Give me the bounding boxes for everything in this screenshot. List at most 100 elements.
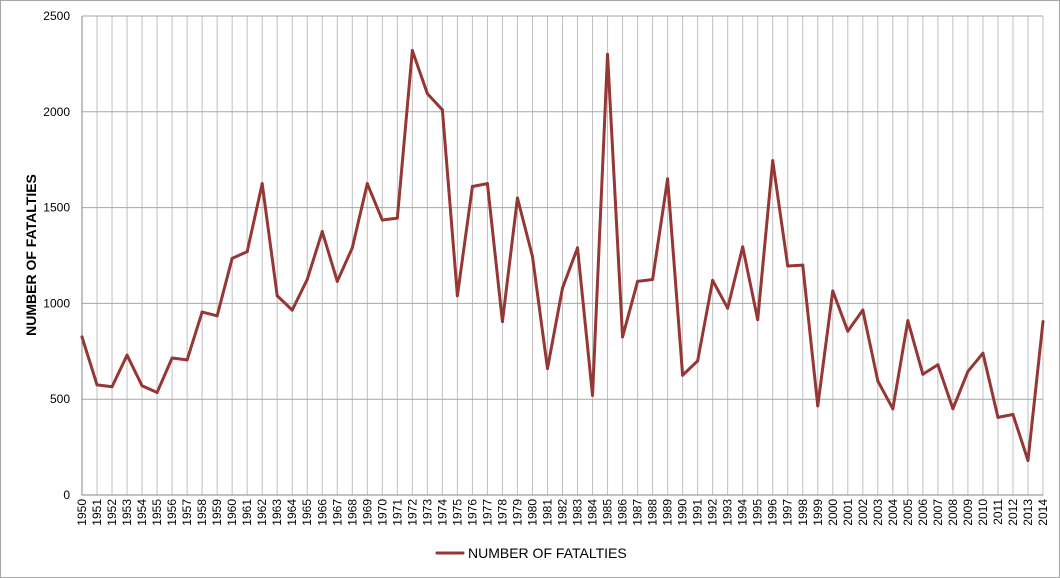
- data-point-1979: [515, 196, 519, 200]
- data-point-1991: [696, 359, 700, 363]
- x-tick-1983: 1983: [571, 499, 585, 526]
- x-axis-ticks: 1950 1951 1952 1953 1954 1955 1956 1957 1958 1959…: [75, 499, 1050, 526]
- x-tick-1974: 1974: [435, 499, 449, 526]
- x-tick-1967: 1967: [330, 499, 344, 526]
- data-point-1994: [741, 245, 745, 249]
- data-point-2011: [996, 415, 1000, 419]
- x-tick-1969: 1969: [360, 499, 374, 526]
- legend: NUMBER OF FATALTIES: [435, 545, 627, 561]
- x-tick-1978: 1978: [495, 499, 509, 526]
- data-point-1989: [666, 177, 670, 181]
- data-point-1983: [576, 246, 580, 250]
- x-tick-2014: 2014: [1036, 499, 1050, 526]
- x-tick-1977: 1977: [480, 499, 494, 526]
- data-point-1977: [485, 182, 489, 186]
- x-tick-2003: 2003: [871, 499, 885, 526]
- data-point-2009: [966, 369, 970, 373]
- data-point-1962: [260, 182, 264, 186]
- x-tick-1980: 1980: [525, 499, 539, 526]
- x-tick-1985: 1985: [601, 499, 615, 526]
- data-point-2001: [846, 329, 850, 333]
- y-tick-0: 0: [63, 488, 70, 502]
- data-point-2014: [1041, 320, 1045, 324]
- x-tick-2010: 2010: [976, 499, 990, 526]
- x-tick-1972: 1972: [405, 499, 419, 526]
- x-tick-1970: 1970: [375, 499, 389, 526]
- data-point-2006: [921, 372, 925, 376]
- x-tick-1982: 1982: [556, 499, 570, 526]
- data-point-2008: [951, 407, 955, 411]
- x-tick-1968: 1968: [345, 499, 359, 526]
- data-point-1954: [140, 384, 144, 388]
- x-tick-1979: 1979: [510, 499, 524, 526]
- x-tick-2004: 2004: [886, 499, 900, 526]
- x-tick-1950: 1950: [75, 499, 89, 526]
- data-point-2005: [906, 319, 910, 323]
- data-point-2000: [831, 289, 835, 293]
- data-point-1956: [170, 356, 174, 360]
- data-point-1951: [95, 383, 99, 387]
- y-tick-1500: 1500: [43, 201, 70, 215]
- y-axis-ticks: 0 500 1000 1500 2000 2500: [43, 9, 70, 502]
- axes: [81, 16, 1043, 496]
- data-point-1998: [801, 263, 805, 267]
- data-point-2003: [876, 379, 880, 383]
- x-tick-2008: 2008: [946, 499, 960, 526]
- x-tick-1988: 1988: [646, 499, 660, 526]
- data-point-1963: [275, 294, 279, 298]
- data-point-1986: [621, 335, 625, 339]
- data-point-1950: [80, 335, 84, 339]
- x-tick-1957: 1957: [180, 499, 194, 526]
- x-tick-1998: 1998: [796, 499, 810, 526]
- y-tick-1000: 1000: [43, 296, 70, 310]
- x-tick-2001: 2001: [841, 499, 855, 526]
- x-tick-1991: 1991: [691, 499, 705, 526]
- x-tick-1984: 1984: [586, 499, 600, 526]
- x-tick-1960: 1960: [225, 499, 239, 526]
- y-tick-2000: 2000: [43, 105, 70, 119]
- data-point-1993: [726, 306, 730, 310]
- data-point-2007: [936, 363, 940, 367]
- data-point-1982: [561, 286, 564, 290]
- data-point-1964: [290, 308, 294, 312]
- x-tick-1994: 1994: [736, 499, 750, 526]
- x-tick-1996: 1996: [766, 499, 780, 526]
- x-tick-2009: 2009: [961, 499, 975, 526]
- x-tick-1976: 1976: [465, 499, 479, 526]
- x-tick-2005: 2005: [901, 499, 915, 526]
- x-tick-2011: 2011: [991, 499, 1005, 525]
- x-tick-1995: 1995: [751, 499, 765, 526]
- data-point-1990: [681, 373, 685, 377]
- data-point-1996: [771, 159, 775, 163]
- x-tick-1990: 1990: [676, 499, 690, 526]
- data-point-1978: [500, 320, 504, 324]
- y-tick-500: 500: [50, 392, 70, 406]
- x-tick-1961: 1961: [240, 499, 254, 526]
- x-tick-1992: 1992: [706, 499, 720, 526]
- x-tick-2006: 2006: [916, 499, 930, 526]
- data-point-1958: [200, 310, 204, 314]
- x-tick-1997: 1997: [781, 499, 795, 526]
- y-tick-2500: 2500: [43, 9, 70, 23]
- data-point-2013: [1026, 459, 1030, 463]
- data-point-1974: [440, 108, 444, 112]
- grid: [81, 15, 1044, 496]
- series-layer: [80, 48, 1045, 463]
- data-point-1984: [591, 393, 595, 397]
- x-tick-1993: 1993: [721, 499, 735, 526]
- x-tick-1989: 1989: [661, 499, 675, 526]
- data-point-1952: [110, 385, 114, 389]
- data-point-1988: [651, 277, 655, 281]
- data-point-1970: [380, 218, 384, 222]
- x-tick-1966: 1966: [315, 499, 329, 526]
- data-point-1953: [125, 353, 129, 357]
- data-point-1961: [245, 250, 249, 254]
- x-tick-1956: 1956: [165, 499, 179, 526]
- x-tick-2000: 2000: [826, 499, 840, 526]
- x-tick-1958: 1958: [195, 499, 209, 526]
- x-tick-1999: 1999: [811, 499, 825, 526]
- legend-label: NUMBER OF FATALTIES: [468, 545, 627, 561]
- data-point-1975: [455, 294, 459, 298]
